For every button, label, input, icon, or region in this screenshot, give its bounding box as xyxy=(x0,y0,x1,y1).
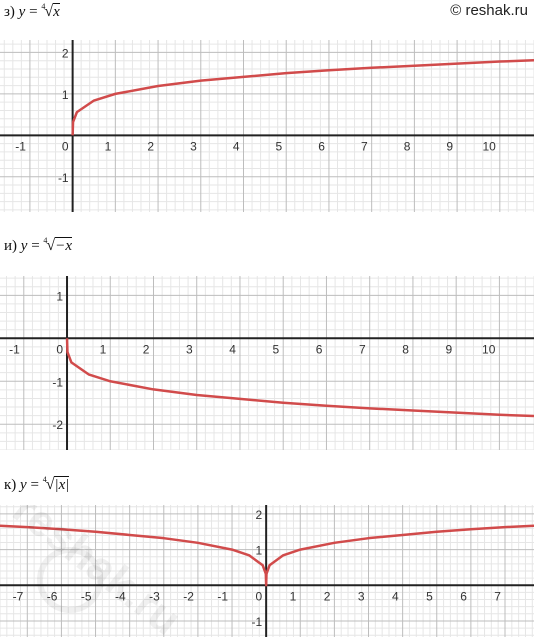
x-tick-label: 7 xyxy=(494,589,501,603)
x-tick-label: 1 xyxy=(105,139,112,153)
y-tick-label: -1 xyxy=(58,171,69,185)
x-tick-label: 7 xyxy=(361,139,368,153)
x-tick-label: 3 xyxy=(186,342,193,356)
x-tick-label: 0 xyxy=(62,139,69,153)
x-tick-label: 3 xyxy=(190,139,197,153)
x-tick-label: 1 xyxy=(290,589,297,603)
caption-letter: з) xyxy=(4,4,15,20)
caption-lhs: y xyxy=(20,477,27,493)
x-tick-label: -1 xyxy=(15,139,26,153)
y-tick-label: 2 xyxy=(62,46,69,60)
caption-root-index: 4 xyxy=(41,2,46,11)
x-tick-label: 10 xyxy=(482,139,496,153)
x-tick-label: 4 xyxy=(229,342,236,356)
caption-radicand: x xyxy=(53,3,60,20)
y-tick-label: 1 xyxy=(56,289,63,303)
caption-lhs: y xyxy=(18,4,26,20)
y-tick-label: 1 xyxy=(255,544,262,558)
series-line xyxy=(0,524,534,587)
x-tick-label: 8 xyxy=(404,139,411,153)
radical-sign-icon: √ xyxy=(45,476,55,493)
x-tick-label: -1 xyxy=(9,342,20,356)
series-line xyxy=(71,59,534,136)
caption-lhs: y xyxy=(20,238,28,254)
caption-letter: и) xyxy=(4,238,18,254)
x-tick-label: 3 xyxy=(358,589,365,603)
x-tick-label: -1 xyxy=(217,589,228,603)
x-tick-label: 5 xyxy=(426,589,433,603)
caption-eq: = xyxy=(29,4,38,20)
chart-caption-z: з) y = 4√x xyxy=(4,2,60,21)
x-tick-label: 5 xyxy=(276,139,283,153)
x-tick-label: 6 xyxy=(318,139,325,153)
x-tick-label: -4 xyxy=(115,589,126,603)
y-tick-label: -1 xyxy=(52,375,63,389)
x-tick-label: -7 xyxy=(13,589,24,603)
grid xyxy=(0,40,534,212)
grid xyxy=(0,276,534,450)
x-tick-label: 9 xyxy=(445,342,452,356)
chart-i-fourth-root-minus-x: -1 0 1 2 3 4 5 6 7 8 9 10 1 -1 -2 xyxy=(0,276,534,450)
x-tick-label: 1 xyxy=(100,342,107,356)
x-tick-label: 2 xyxy=(324,589,331,603)
chart-caption-k: к) y = 4√|x| xyxy=(4,475,70,494)
y-tick-label: -2 xyxy=(52,418,63,432)
x-tick-label: -6 xyxy=(47,589,58,603)
radical-sign-icon: √ xyxy=(44,3,54,20)
x-tick-label: 0 xyxy=(56,342,63,356)
x-tick-label: -3 xyxy=(149,589,160,603)
x-tick-label: 7 xyxy=(359,342,366,356)
x-tick-label: 2 xyxy=(143,342,150,356)
caption-eq: = xyxy=(31,238,40,254)
y-tick-label: -1 xyxy=(251,615,262,629)
caption-root-index: 4 xyxy=(43,236,48,245)
caption-root-index: 4 xyxy=(42,475,47,484)
caption-eq: = xyxy=(30,477,39,493)
x-tick-label: 6 xyxy=(460,589,467,603)
chart-k-fourth-root-abs-x: -7 -6 -5 -4 -3 -2 -1 0 1 2 3 4 5 6 7 2 1 -1 xyxy=(0,505,534,637)
caption-radicand: |x| xyxy=(54,476,70,493)
y-tick-label: 1 xyxy=(62,88,69,102)
caption-radicand: −x xyxy=(55,237,72,254)
x-tick-label: 4 xyxy=(233,139,240,153)
x-tick-label: 10 xyxy=(482,342,496,356)
x-tick-label: 6 xyxy=(316,342,323,356)
x-tick-label: 0 xyxy=(255,589,262,603)
site-watermark: © reshak.ru xyxy=(450,2,528,19)
y-tick-label: 2 xyxy=(255,508,262,522)
x-tick-label: 9 xyxy=(446,139,453,153)
chart-caption-i: и) y = 4√−x xyxy=(4,236,72,255)
series-line xyxy=(65,338,534,418)
x-tick-label: 4 xyxy=(392,589,399,603)
x-tick-label: 2 xyxy=(147,139,154,153)
caption-letter: к) xyxy=(4,477,17,493)
x-tick-label: -2 xyxy=(183,589,194,603)
x-tick-label: 8 xyxy=(402,342,409,356)
radical-sign-icon: √ xyxy=(46,237,56,254)
x-tick-label: 5 xyxy=(273,342,280,356)
x-tick-label: -5 xyxy=(81,589,92,603)
